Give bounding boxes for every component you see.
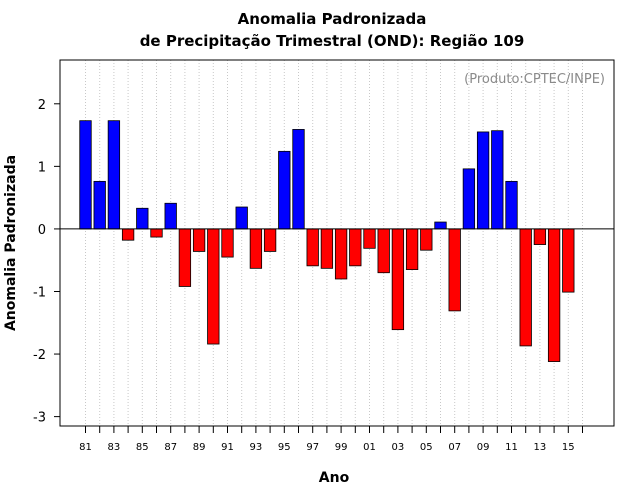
- bar-11: [505, 180, 518, 230]
- x-tick-label: 93: [250, 442, 263, 453]
- y-tick-label: 1: [38, 160, 46, 175]
- bar-06: [434, 221, 447, 230]
- bar-00: [349, 228, 362, 267]
- bar-88: [178, 228, 192, 287]
- bar-83: [107, 120, 121, 230]
- y-tick-label: -1: [33, 285, 46, 300]
- x-tick-label: 87: [164, 442, 177, 453]
- plot-area-frame: [59, 59, 615, 427]
- bar-14: [547, 228, 561, 362]
- bar-03: [391, 228, 405, 331]
- x-tick-label: 97: [306, 442, 319, 453]
- y-tick-label: -3: [33, 411, 46, 426]
- bar-12: [519, 228, 532, 347]
- bar-85: [136, 207, 149, 230]
- x-tick-label: 15: [562, 442, 575, 453]
- bar-01: [363, 228, 376, 249]
- x-tick-label: 01: [363, 442, 376, 453]
- bar-95: [278, 150, 291, 230]
- bar-94: [263, 228, 277, 252]
- y-axis: -3 -2 -1 0 1 2: [33, 98, 60, 426]
- x-tick-label: 99: [335, 442, 348, 453]
- x-tick-label: 83: [108, 442, 121, 453]
- x-tick-label: 89: [193, 442, 206, 453]
- bar-87: [164, 202, 177, 230]
- bar-81: [79, 120, 92, 230]
- bar-99: [334, 228, 348, 280]
- x-tick-label: 07: [448, 442, 461, 453]
- bar-90: [207, 228, 220, 345]
- x-tick-label: 05: [420, 442, 433, 453]
- chart-subtitle: de Precipitação Trimestral (OND): Região…: [140, 32, 525, 50]
- credit-note: (Produto:CPTEC/INPE): [464, 72, 605, 87]
- x-axis-label: Ano: [319, 470, 350, 486]
- x-axis: 81 83 85 87 89 91 93 95 97 99 01 03 05 07 09 11 13 15: [79, 426, 583, 453]
- y-axis-label: Anomalia Padronizada: [3, 155, 19, 331]
- bar-84: [121, 228, 135, 241]
- x-tick-label: 95: [278, 442, 291, 453]
- bar-91: [221, 228, 234, 258]
- x-tick-label: 81: [79, 442, 92, 453]
- bar-04: [405, 228, 419, 270]
- bar-09: [476, 131, 490, 230]
- bar-15: [562, 228, 575, 293]
- grid-lines: [85, 60, 583, 426]
- bar-96: [292, 129, 305, 230]
- bar-92: [235, 206, 248, 230]
- y-tick-label: 2: [38, 98, 46, 113]
- bar-10: [491, 130, 504, 230]
- x-tick-label: 13: [534, 442, 547, 453]
- bar-86: [150, 228, 163, 238]
- bar-13: [533, 228, 547, 245]
- x-tick-label: 91: [221, 442, 234, 453]
- x-tick-label: 85: [136, 442, 149, 453]
- bar-05: [420, 228, 433, 251]
- bar-97: [306, 228, 319, 267]
- y-tick-label: -2: [33, 348, 46, 363]
- x-tick-label: 09: [477, 442, 490, 453]
- bar-08: [462, 168, 476, 230]
- bar-02: [377, 228, 390, 274]
- bar-89: [192, 228, 206, 252]
- x-tick-label: 11: [505, 442, 518, 453]
- bar-07: [448, 228, 461, 312]
- bar-93: [249, 228, 263, 269]
- bar-82: [93, 180, 106, 230]
- y-tick-label: 0: [38, 223, 46, 238]
- x-tick-label: 03: [392, 442, 405, 453]
- chart-title: Anomalia Padronizada: [238, 10, 427, 28]
- bar-98: [320, 228, 334, 269]
- bars: [79, 120, 575, 362]
